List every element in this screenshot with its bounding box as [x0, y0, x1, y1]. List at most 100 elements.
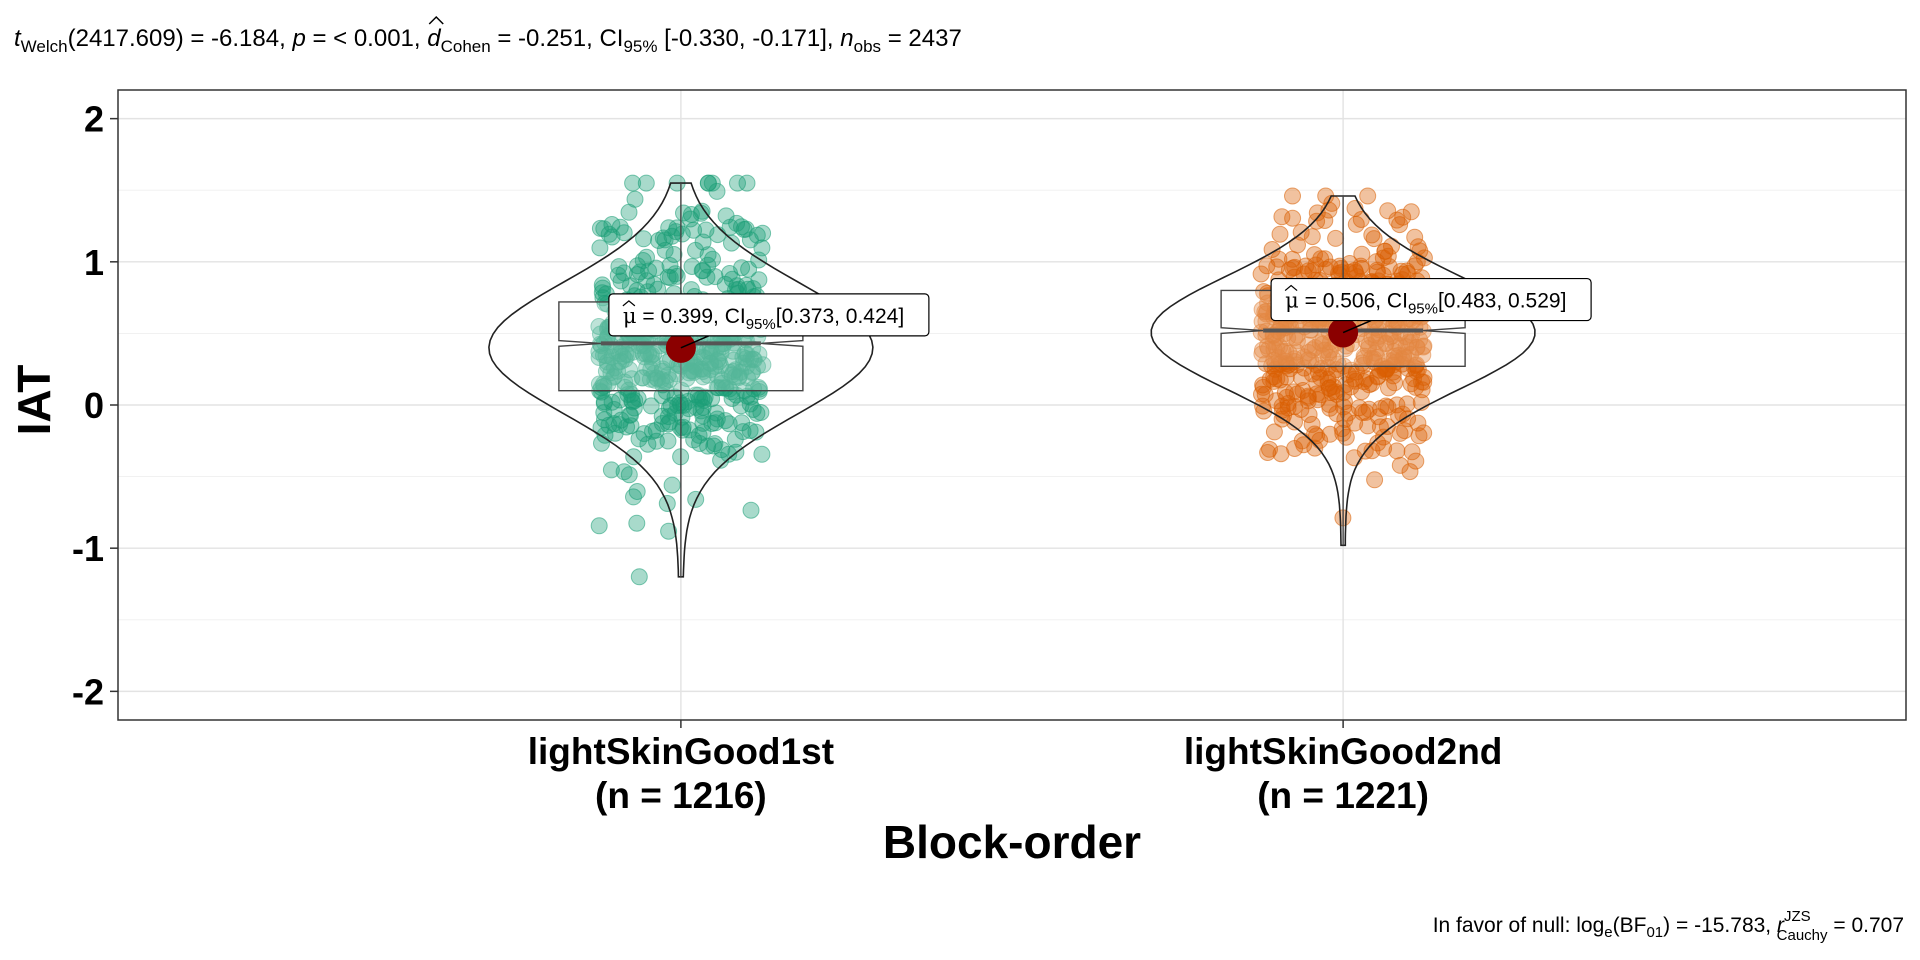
- data-point: [663, 476, 681, 494]
- data-point: [1333, 420, 1351, 438]
- data-point: [1407, 378, 1425, 396]
- data-point: [1366, 471, 1384, 489]
- data-point: [1401, 463, 1419, 481]
- data-point: [709, 350, 727, 368]
- data-point: [1371, 418, 1389, 436]
- data-point: [625, 448, 643, 466]
- data-point: [659, 432, 677, 450]
- data-point: [1403, 443, 1421, 461]
- data-point: [741, 422, 759, 439]
- data-point: [1388, 211, 1406, 229]
- data-point: [753, 445, 771, 463]
- data-point: [630, 568, 648, 586]
- data-point: [625, 399, 643, 417]
- data-point: [618, 418, 636, 436]
- data-point: [1273, 208, 1291, 226]
- data-point: [705, 437, 723, 455]
- data-point: [1278, 388, 1296, 406]
- data-point: [656, 231, 674, 249]
- data-point: [634, 252, 652, 269]
- data-point: [1321, 258, 1339, 276]
- data-point: [1261, 440, 1278, 458]
- mean-label: μ = 0.399, CI95%[0.373, 0.424]: [623, 304, 904, 333]
- data-point: [653, 415, 671, 432]
- chart-caption: In favor of null: loge(BF01) = -15.783, …: [1433, 908, 1904, 944]
- data-point: [617, 345, 635, 363]
- data-point: [1306, 439, 1324, 457]
- data-point: [639, 435, 657, 453]
- data-point: [1398, 395, 1416, 413]
- data-point: [1347, 363, 1365, 381]
- data-point: [620, 203, 638, 221]
- data-point: [628, 483, 646, 500]
- data-point: [624, 393, 641, 411]
- data-point: [665, 246, 683, 263]
- data-point: [615, 463, 633, 481]
- data-point: [742, 501, 760, 519]
- data-point: [703, 174, 721, 192]
- x-axis: lightSkinGood1st(n = 1216) lightSkinGood2…: [528, 720, 1503, 816]
- data-point: [616, 378, 634, 396]
- data-point: [1386, 374, 1404, 392]
- data-point: [686, 355, 704, 373]
- data-point: [1347, 215, 1365, 233]
- data-point: [699, 174, 717, 192]
- data-point: [733, 218, 750, 236]
- data-point: [687, 241, 704, 259]
- data-point: [597, 347, 615, 365]
- mu-hat-accent: [1284, 284, 1298, 292]
- data-point: [725, 363, 743, 380]
- data-point: [1363, 226, 1381, 244]
- y-axis: -2 -1 0 1 2: [72, 99, 118, 712]
- data-point: [1253, 313, 1271, 330]
- data-point: [592, 379, 610, 397]
- data-point: [1384, 363, 1402, 381]
- data-point: [1312, 360, 1330, 377]
- violin-outline: [1150, 195, 1536, 547]
- data-point: [738, 387, 756, 405]
- data-point: [1295, 436, 1313, 454]
- data-point: [643, 354, 661, 372]
- data-point: [1261, 370, 1279, 388]
- data-point: [701, 354, 719, 372]
- y-tick-label: 2: [84, 99, 104, 140]
- data-point: [630, 430, 648, 448]
- data-point: [1284, 187, 1301, 205]
- mean-label-connector: [1342, 319, 1372, 334]
- violin-outline: [488, 182, 874, 578]
- data-point: [1328, 405, 1346, 423]
- data-point: [682, 206, 700, 223]
- d-hat-accent: [428, 15, 444, 25]
- data-point: [593, 276, 611, 294]
- data-point: [1288, 385, 1306, 403]
- data-point: [738, 174, 756, 192]
- data-point: [1402, 346, 1420, 363]
- data-point: [1329, 355, 1347, 373]
- x-tick-label: lightSkinGood2nd: [1184, 731, 1503, 772]
- data-point: [709, 226, 727, 244]
- data-point: [615, 224, 633, 242]
- data-point: [1299, 351, 1317, 369]
- y-tick-label: -2: [72, 671, 104, 712]
- data-point: [750, 271, 768, 289]
- data-point: [1255, 402, 1273, 420]
- data-point: [749, 357, 766, 375]
- data-point: [1292, 369, 1310, 386]
- y-tick-label: 1: [84, 242, 104, 283]
- data-point: [1308, 212, 1326, 230]
- data-point: [1274, 343, 1292, 361]
- data-point: [1331, 257, 1349, 275]
- x-axis-title: Block-order: [883, 816, 1141, 868]
- data-point: [1360, 376, 1378, 394]
- data-point: [590, 349, 608, 366]
- data-point: [1391, 456, 1409, 474]
- x-tick-n-label: (n = 1216): [595, 775, 767, 816]
- data-point: [598, 353, 616, 371]
- data-point: [1345, 370, 1363, 388]
- data-point: [596, 426, 614, 444]
- data-point: [1279, 399, 1297, 417]
- data-point: [1402, 203, 1420, 221]
- data-point: [706, 414, 724, 432]
- data-point: [750, 345, 768, 363]
- group-lightSkinGood2nd: μ = 0.506, CI95%[0.483, 0.529]: [1150, 187, 1592, 547]
